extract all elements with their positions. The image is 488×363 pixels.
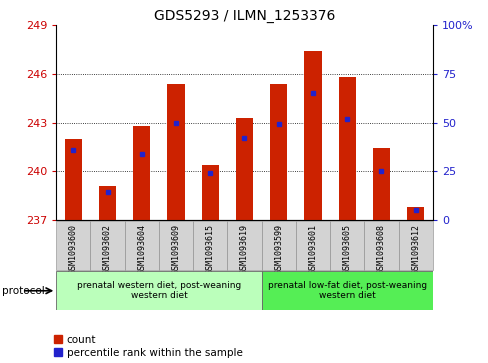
Bar (269, 84, 286, 220)
Text: prenatal low-fat diet, post-weaning
western diet: prenatal low-fat diet, post-weaning west… (267, 281, 426, 301)
Bar (56, 271, 261, 310)
Text: GSM1093601: GSM1093601 (308, 224, 317, 274)
Bar (364, 221, 398, 270)
Bar (372, 148, 389, 220)
Bar (338, 77, 355, 220)
Bar (398, 221, 432, 270)
Text: GSM1093615: GSM1093615 (205, 224, 214, 274)
Bar (159, 221, 193, 270)
Bar (64, 139, 81, 220)
Bar (56, 221, 90, 270)
Bar (227, 221, 261, 270)
Text: GSM1093619: GSM1093619 (240, 224, 248, 274)
Bar (124, 221, 159, 270)
Text: GSM1093609: GSM1093609 (171, 224, 180, 274)
Text: GSM1093612: GSM1093612 (410, 224, 419, 274)
Bar (329, 221, 364, 270)
Legend: count, percentile rank within the sample: count, percentile rank within the sample (54, 335, 242, 358)
Text: GSM1093604: GSM1093604 (137, 224, 146, 274)
Bar (201, 164, 218, 220)
Text: GSM1093602: GSM1093602 (103, 224, 112, 274)
Bar (261, 271, 432, 310)
Bar (167, 84, 184, 220)
Text: GSM1093600: GSM1093600 (69, 224, 78, 274)
Bar (193, 221, 227, 270)
Text: GSM1093608: GSM1093608 (376, 224, 385, 274)
Text: GSM1093599: GSM1093599 (274, 224, 283, 274)
Text: prenatal western diet, post-weaning
western diet: prenatal western diet, post-weaning west… (77, 281, 241, 301)
Bar (261, 221, 295, 270)
Bar (133, 126, 150, 220)
Bar (406, 207, 423, 220)
Bar (99, 185, 116, 220)
Text: GSM1093605: GSM1093605 (342, 224, 351, 274)
Bar (235, 118, 253, 220)
Bar (295, 221, 329, 270)
Bar (90, 221, 124, 270)
Title: GDS5293 / ILMN_1253376: GDS5293 / ILMN_1253376 (154, 9, 334, 23)
Text: protocol: protocol (2, 286, 45, 297)
Bar (304, 51, 321, 220)
